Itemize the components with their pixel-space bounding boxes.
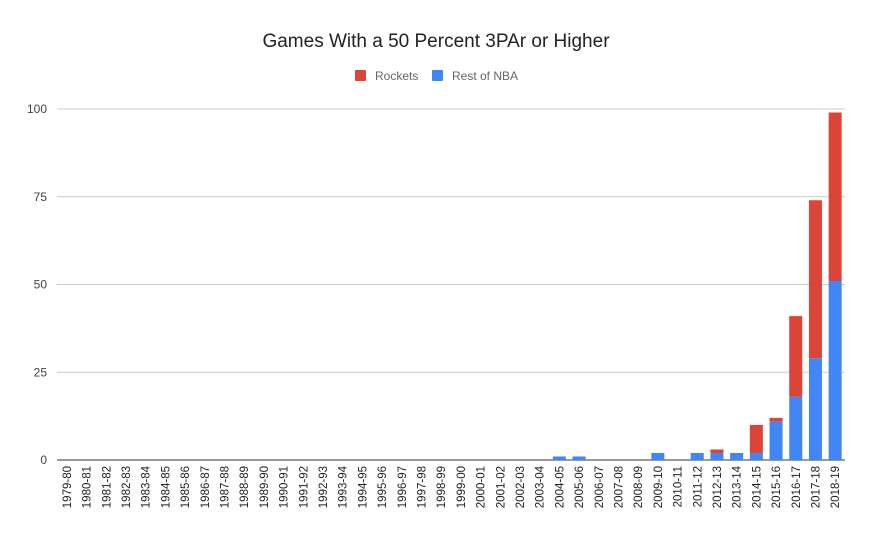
x-tick-label: 1995-96 xyxy=(377,466,389,508)
x-tick-label: 2000-01 xyxy=(476,466,488,508)
y-tick-label: 0 xyxy=(40,453,47,467)
x-tick-label: 2017-18 xyxy=(810,466,822,508)
x-tick-label: 1996-97 xyxy=(397,466,409,508)
x-tick-label: 1984-85 xyxy=(160,466,172,508)
legend-label-rockets: Rockets xyxy=(375,69,418,83)
x-tick-label: 2011-12 xyxy=(692,466,704,507)
bar-rest-of-nba xyxy=(651,452,665,460)
bar-rockets xyxy=(789,316,803,397)
x-tick-label: 1989-90 xyxy=(259,466,271,508)
x-tick-label: 1979-80 xyxy=(62,466,74,508)
bar-rest-of-nba xyxy=(552,456,566,460)
x-tick-label: 2008-09 xyxy=(633,466,645,508)
x-tick-label: 1993-94 xyxy=(338,465,350,508)
legend: Rockets Rest of NBA xyxy=(355,69,518,83)
x-tick-label: 2007-08 xyxy=(613,466,625,508)
x-tick-label: 2013-14 xyxy=(732,465,744,508)
x-tick-label: 1997-98 xyxy=(416,466,428,508)
x-tick-label: 1992-93 xyxy=(318,466,330,508)
bar-rest-of-nba xyxy=(789,396,803,460)
x-tick-label: 2009-10 xyxy=(653,466,665,508)
y-tick-label: 75 xyxy=(34,190,48,204)
x-tick-label: 2014-15 xyxy=(751,466,763,508)
x-tick-label: 2005-06 xyxy=(574,466,586,508)
legend-label-rest-of-nba: Rest of NBA xyxy=(452,69,518,83)
x-tick-label: 1985-86 xyxy=(180,466,192,508)
bar-rest-of-nba xyxy=(808,358,822,460)
bar-rockets xyxy=(710,449,724,453)
x-tick-label: 2018-19 xyxy=(830,466,842,508)
bar-rest-of-nba xyxy=(769,421,783,460)
bar-rest-of-nba xyxy=(730,452,744,460)
x-tick-label: 2016-17 xyxy=(791,466,803,508)
x-tick-label: 1990-91 xyxy=(279,466,291,508)
x-tick-label: 1991-92 xyxy=(298,466,310,508)
x-tick-label: 1998-99 xyxy=(436,466,448,508)
y-tick-label: 50 xyxy=(34,278,48,292)
x-tick-label: 1982-83 xyxy=(121,466,133,508)
bar-rest-of-nba xyxy=(710,452,724,460)
bar-rockets xyxy=(808,200,822,359)
x-tick-label: 1981-82 xyxy=(101,466,113,508)
x-tick-label: 2003-04 xyxy=(535,465,547,508)
bar-rest-of-nba xyxy=(749,452,763,460)
x-tick-label: 2001-02 xyxy=(495,466,507,508)
x-tick-label: 1986-87 xyxy=(200,466,212,508)
y-tick-label: 100 xyxy=(27,102,47,116)
x-tick-label: 2004-05 xyxy=(554,466,566,508)
x-tick-label: 1980-81 xyxy=(82,466,94,508)
x-tick-label: 1988-89 xyxy=(239,466,251,508)
bar-rest-of-nba xyxy=(572,456,586,460)
bar-rockets xyxy=(769,417,783,422)
bar-rest-of-nba xyxy=(828,280,842,460)
bar-rockets xyxy=(749,424,763,453)
legend-swatch-rest-of-nba xyxy=(432,70,443,81)
x-tick-label: 1983-84 xyxy=(141,465,153,508)
y-tick-label: 25 xyxy=(34,365,48,379)
x-tick-label: 2015-16 xyxy=(771,466,783,508)
x-tick-label: 1987-88 xyxy=(219,466,231,508)
chart-title: Games With a 50 Percent 3PAr or Higher xyxy=(262,31,610,52)
bar-rockets xyxy=(828,112,842,281)
x-tick-label: 2002-03 xyxy=(515,466,527,508)
x-tick-label: 2010-11 xyxy=(673,466,685,507)
x-tick-label: 2006-07 xyxy=(594,466,606,508)
x-tick-label: 1994-95 xyxy=(357,466,369,508)
bar-rest-of-nba xyxy=(690,452,704,460)
x-tick-label: 1999-00 xyxy=(456,466,468,508)
legend-swatch-rockets xyxy=(355,70,366,81)
x-tick-label: 2012-13 xyxy=(712,466,724,508)
